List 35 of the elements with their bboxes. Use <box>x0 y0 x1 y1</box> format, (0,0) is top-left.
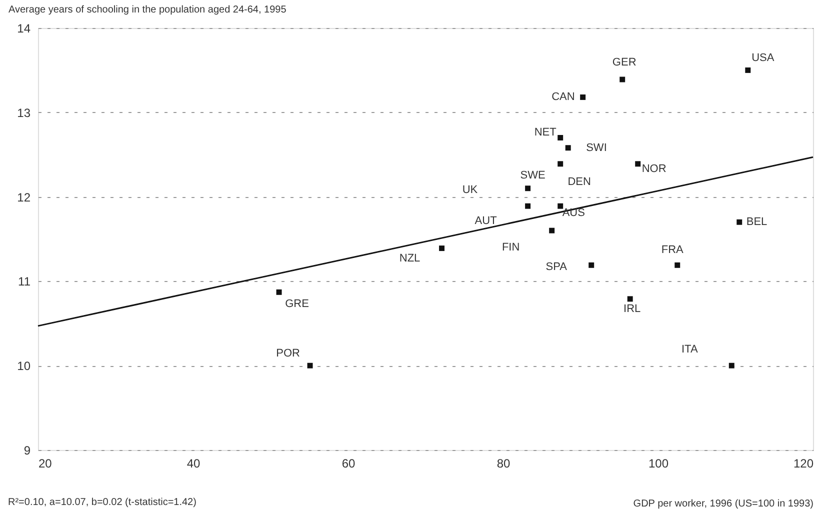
x-tick-label: 80 <box>496 456 510 470</box>
y-tick-label: 14 <box>17 22 31 36</box>
x-axis-title: GDP per worker, 1996 (US=100 in 1993) <box>633 498 814 510</box>
series-label: NET <box>534 126 557 139</box>
y-tick-label: 9 <box>24 444 31 458</box>
text: AUT <box>474 215 498 228</box>
text: ITA <box>681 344 698 356</box>
series-label: GER <box>612 56 636 68</box>
series-label: USA <box>752 52 775 64</box>
series-label: POR <box>276 348 300 360</box>
x-tick-label: 60 <box>342 456 356 470</box>
y-tick-label: 10 <box>17 359 31 374</box>
y-tick-label: 13 <box>17 106 31 120</box>
x-tick-label: 120 <box>793 456 814 470</box>
x-tick-label: 40 <box>186 456 200 470</box>
series-label: SPA <box>546 261 568 274</box>
series-label: AUS <box>562 207 585 220</box>
y-tick-label: 11 <box>18 274 31 289</box>
annotation: UK <box>462 184 478 196</box>
series-label: DEN <box>568 176 592 188</box>
x-tick-label: 100 <box>648 456 669 470</box>
y-tick-label: 12 <box>17 190 31 204</box>
series-label: SWI <box>586 142 607 154</box>
text: R²=0.10, a=10.07, b=0.02 (t-statistic=1.42) <box>8 497 196 508</box>
series-label: GRE <box>285 298 309 310</box>
series-label: IRL <box>624 302 641 315</box>
series-label: NZL <box>399 252 420 264</box>
y-axis-title: Average years of schooling in the population aged 24-64, 1995 <box>8 4 287 16</box>
series-label: NOR <box>642 162 666 175</box>
series-label: FRA <box>661 244 684 256</box>
text: FIN <box>502 242 520 254</box>
series-label: CAN <box>552 91 575 104</box>
series-label: SWE <box>520 169 546 182</box>
series-label: BEL <box>746 216 768 228</box>
x-tick-label: 20 <box>38 456 52 470</box>
